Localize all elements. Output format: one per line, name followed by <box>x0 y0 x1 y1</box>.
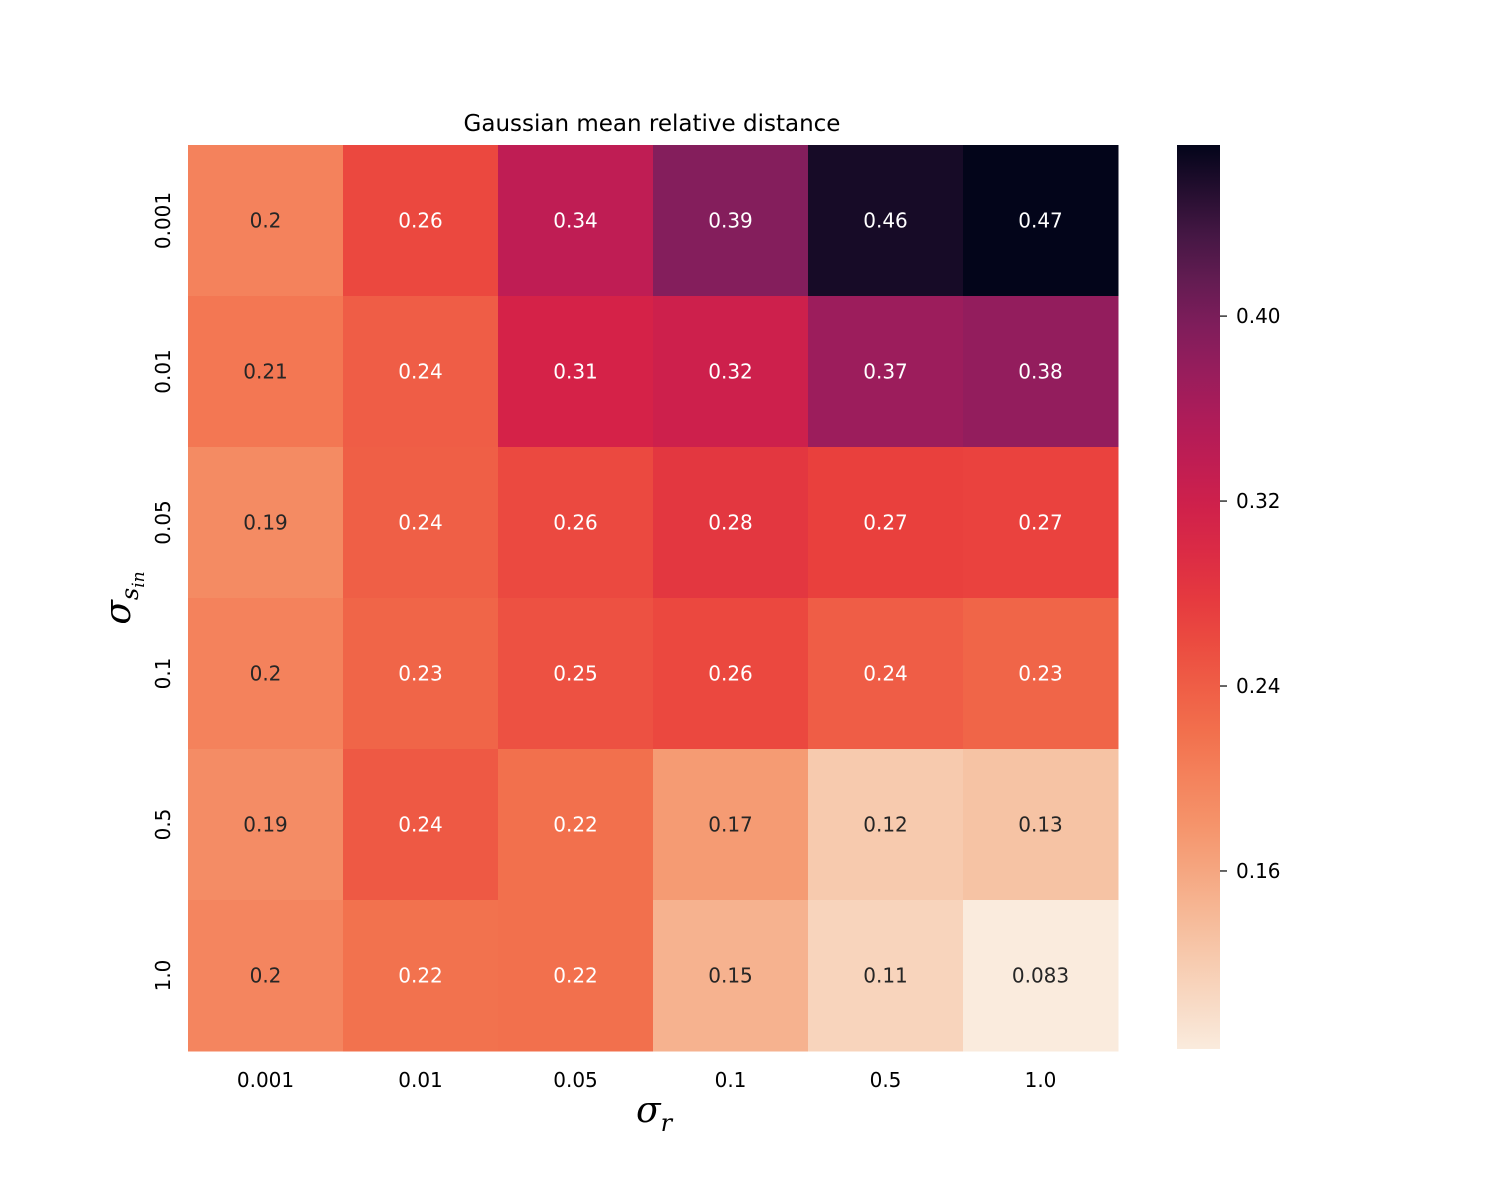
cell-annotation: 0.22 <box>553 813 598 837</box>
heatmap-cell <box>653 598 809 750</box>
cell-annotation: 0.27 <box>863 511 908 535</box>
heatmap-cell <box>343 145 499 297</box>
heatmap-cell <box>498 145 654 297</box>
heatmap-cell <box>188 296 344 448</box>
heatmap-cell <box>188 447 344 599</box>
heatmap-cell <box>653 447 809 599</box>
heatmap-cell <box>808 598 964 750</box>
heatmap-cell <box>653 145 809 297</box>
cell-annotation: 0.26 <box>708 662 753 686</box>
x-tick-label: 0.5 <box>870 1068 902 1092</box>
heatmap-cell <box>963 749 1119 901</box>
cell-annotation: 0.26 <box>398 209 443 233</box>
chart-title: Gaussian mean relative distance <box>464 111 841 137</box>
colorbar-tick-label: 0.16 <box>1236 859 1281 883</box>
x-tick-label: 0.01 <box>398 1068 443 1092</box>
cell-annotation: 0.19 <box>243 813 288 837</box>
heatmap-cell <box>653 900 809 1052</box>
heatmap-cell <box>343 749 499 901</box>
heatmap-cell <box>343 900 499 1052</box>
heatmap-cell <box>808 900 964 1052</box>
cell-annotation: 0.2 <box>250 209 282 233</box>
cell-annotation: 0.27 <box>1018 511 1063 535</box>
colorbar-tick-label: 0.40 <box>1236 304 1281 328</box>
cell-annotation: 0.22 <box>553 964 598 988</box>
heatmap-cell <box>653 296 809 448</box>
y-tick-labels: 0.001 0.01 0.05 0.1 0.5 1.0 <box>151 192 175 992</box>
y-tick-label: 0.5 <box>151 809 175 841</box>
cell-annotation: 0.24 <box>863 662 908 686</box>
x-tick-labels: 0.001 0.01 0.05 0.1 0.5 1.0 <box>237 1068 1057 1092</box>
cell-annotation: 0.17 <box>708 813 753 837</box>
heatmap-cell <box>808 296 964 448</box>
heatmap-cell <box>963 145 1119 297</box>
heatmap-cell <box>808 145 964 297</box>
heatmap-cell <box>808 749 964 901</box>
cell-annotation: 0.083 <box>1012 964 1069 988</box>
y-tick-label: 1.0 <box>151 960 175 992</box>
x-tick-label: 0.001 <box>237 1068 294 1092</box>
cell-annotation: 0.2 <box>250 964 282 988</box>
x-axis-label: σr <box>636 1090 674 1137</box>
cell-annotation: 0.13 <box>1018 813 1063 837</box>
cell-annotation: 0.26 <box>553 511 598 535</box>
heatmap-cells: 0.2 0.26 0.34 0.39 0.46 0.47 0.21 0.24 0.31 0.32 0… <box>188 145 1119 1052</box>
y-tick-label: 0.01 <box>151 349 175 394</box>
heatmap-cell <box>653 749 809 901</box>
y-tick-label: 0.05 <box>151 500 175 545</box>
cell-annotation: 0.23 <box>398 662 443 686</box>
cell-annotation: 0.32 <box>708 360 753 384</box>
cell-annotation: 0.23 <box>1018 662 1063 686</box>
cell-annotation: 0.2 <box>250 662 282 686</box>
cell-annotation: 0.46 <box>863 209 908 233</box>
heatmap-cell <box>963 598 1119 750</box>
colorbar-tick-label: 0.32 <box>1236 489 1281 513</box>
colorbar <box>1177 145 1220 1049</box>
heatmap-cell <box>498 598 654 750</box>
cell-annotation: 0.38 <box>1018 360 1063 384</box>
colorbar-ticks: 0.16 0.24 0.32 0.40 <box>1220 304 1281 883</box>
heatmap-cell <box>498 900 654 1052</box>
cell-annotation: 0.39 <box>708 209 753 233</box>
cell-annotation: 0.28 <box>708 511 753 535</box>
heatmap-cell <box>188 598 344 750</box>
cell-annotation: 0.21 <box>243 360 288 384</box>
heatmap-cell <box>808 447 964 599</box>
y-tick-label: 0.001 <box>151 192 175 249</box>
heatmap-cell <box>343 296 499 448</box>
cell-annotation: 0.15 <box>708 964 753 988</box>
cell-annotation: 0.37 <box>863 360 908 384</box>
x-tick-label: 0.05 <box>553 1068 598 1092</box>
heatmap-cell <box>188 749 344 901</box>
heatmap-cell <box>188 145 344 297</box>
cell-annotation: 0.25 <box>553 662 598 686</box>
y-tick-label: 0.1 <box>151 658 175 690</box>
cell-annotation: 0.31 <box>553 360 598 384</box>
heatmap-cell <box>963 296 1119 448</box>
x-tick-label: 1.0 <box>1025 1068 1057 1092</box>
cell-annotation: 0.22 <box>398 964 443 988</box>
cell-annotation: 0.24 <box>398 360 443 384</box>
cell-annotation: 0.11 <box>863 964 908 988</box>
y-axis-label: σsin <box>98 571 149 624</box>
heatmap-cell <box>963 447 1119 599</box>
heatmap-cell <box>963 900 1119 1052</box>
cell-annotation: 0.34 <box>553 209 598 233</box>
heatmap-cell <box>498 447 654 599</box>
heatmap-cell <box>188 900 344 1052</box>
cell-annotation: 0.24 <box>398 511 443 535</box>
heatmap-cell <box>343 598 499 750</box>
cell-annotation: 0.24 <box>398 813 443 837</box>
heatmap-cell <box>343 447 499 599</box>
x-tick-label: 0.1 <box>715 1068 747 1092</box>
heatmap-cell <box>498 296 654 448</box>
cell-annotation: 0.47 <box>1018 209 1063 233</box>
cell-annotation: 0.12 <box>863 813 908 837</box>
cell-annotation: 0.19 <box>243 511 288 535</box>
heatmap-cell <box>498 749 654 901</box>
colorbar-tick-label: 0.24 <box>1236 674 1281 698</box>
